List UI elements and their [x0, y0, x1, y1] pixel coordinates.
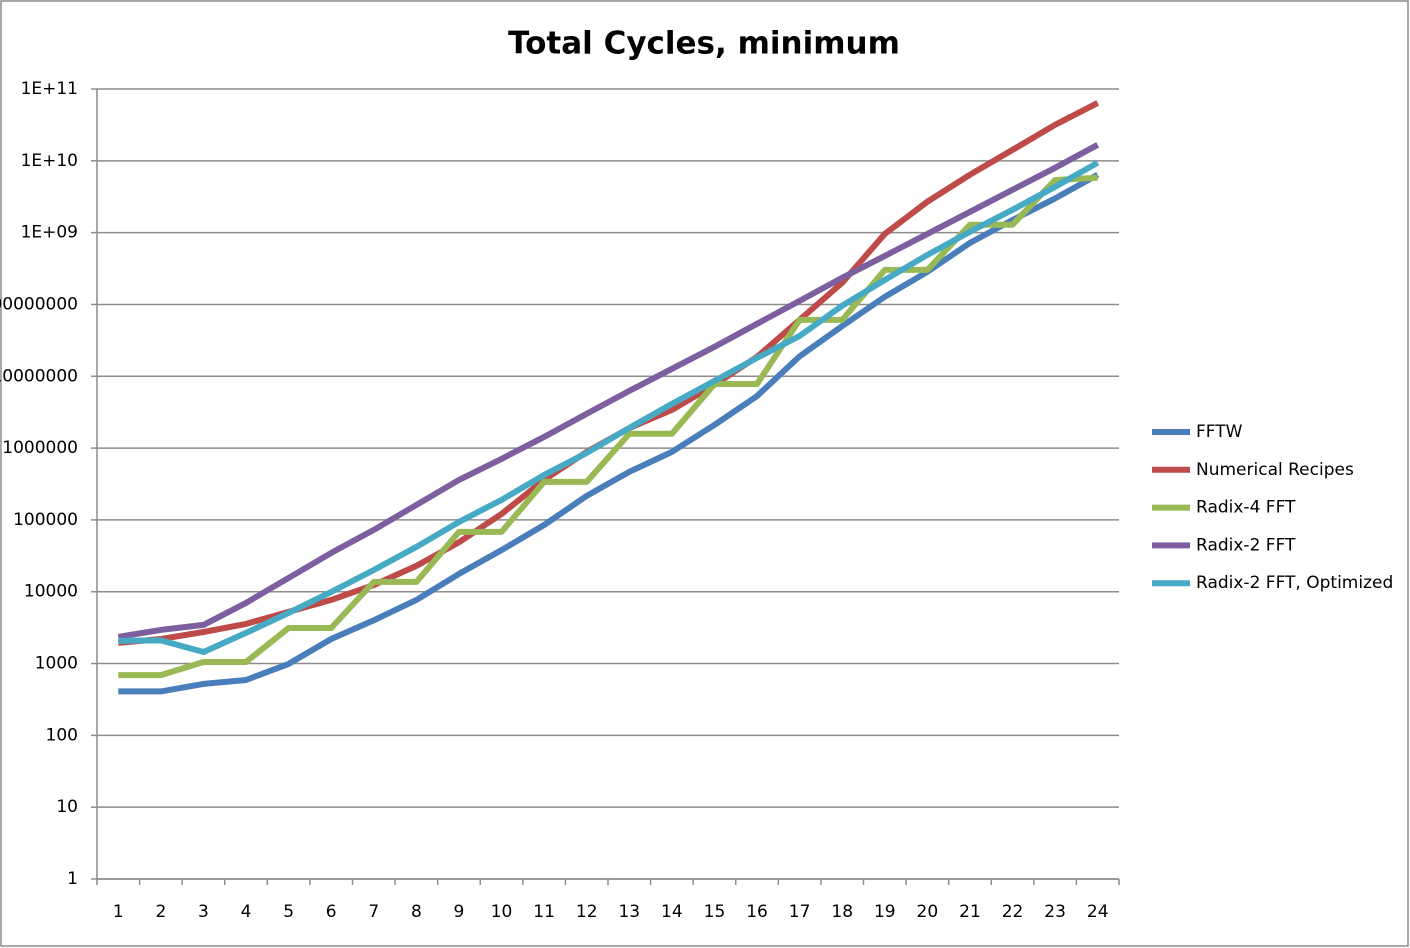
y-tick-label: 1000	[35, 654, 78, 674]
x-tick-label: 19	[874, 902, 896, 922]
x-tick-label: 15	[704, 902, 726, 922]
x-tick-label: 23	[1044, 902, 1066, 922]
legend-label: Radix-2 FFT	[1196, 535, 1296, 555]
y-tick-label: 100	[46, 725, 78, 745]
series-line	[117, 142, 1100, 640]
y-tick-label: 1E+11	[21, 79, 78, 99]
x-tick-label: 17	[789, 902, 811, 922]
x-tick-label: 20	[917, 902, 939, 922]
x-tick-label: 11	[533, 902, 555, 922]
y-tick-label: 1E+10	[21, 151, 78, 171]
x-tick-label: 24	[1087, 902, 1109, 922]
legend-label: Radix-4 FFT	[1196, 498, 1296, 518]
series-line	[118, 160, 1100, 655]
series-line	[118, 174, 1098, 679]
y-tick-label: 10000000	[0, 366, 78, 386]
series-line	[118, 172, 1100, 695]
legend-label: Radix-2 FFT, Optimized	[1196, 573, 1393, 593]
x-tick-label: 21	[959, 902, 981, 922]
legend-label: Numerical Recipes	[1196, 460, 1354, 480]
x-tick-label: 16	[746, 902, 768, 922]
x-tick-label: 12	[576, 902, 598, 922]
y-tick-label: 100000	[13, 510, 78, 530]
x-tick-label: 13	[618, 902, 640, 922]
x-tick-label: 2	[155, 902, 166, 922]
y-tick-label: 10000	[24, 582, 78, 602]
y-tick-label: 1E+09	[21, 223, 78, 243]
x-tick-label: 14	[661, 902, 683, 922]
x-tick-label: 8	[411, 902, 422, 922]
x-tick-label: 5	[283, 902, 294, 922]
legend-label: FFTW	[1196, 422, 1243, 442]
x-tick-label: 4	[241, 902, 252, 922]
x-tick-label: 22	[1002, 902, 1024, 922]
y-tick-label: 1000000	[2, 438, 78, 458]
y-tick-label: 1	[67, 869, 78, 889]
x-tick-label: 18	[831, 902, 853, 922]
x-tick-label: 3	[198, 902, 209, 922]
x-tick-label: 1	[113, 902, 124, 922]
x-tick-label: 6	[326, 902, 337, 922]
chart-title: Total Cycles, minimum	[508, 26, 900, 62]
x-tick-label: 9	[454, 902, 465, 922]
x-tick-label: 10	[491, 902, 513, 922]
y-tick-label: 10	[56, 797, 78, 817]
x-tick-label: 7	[368, 902, 379, 922]
